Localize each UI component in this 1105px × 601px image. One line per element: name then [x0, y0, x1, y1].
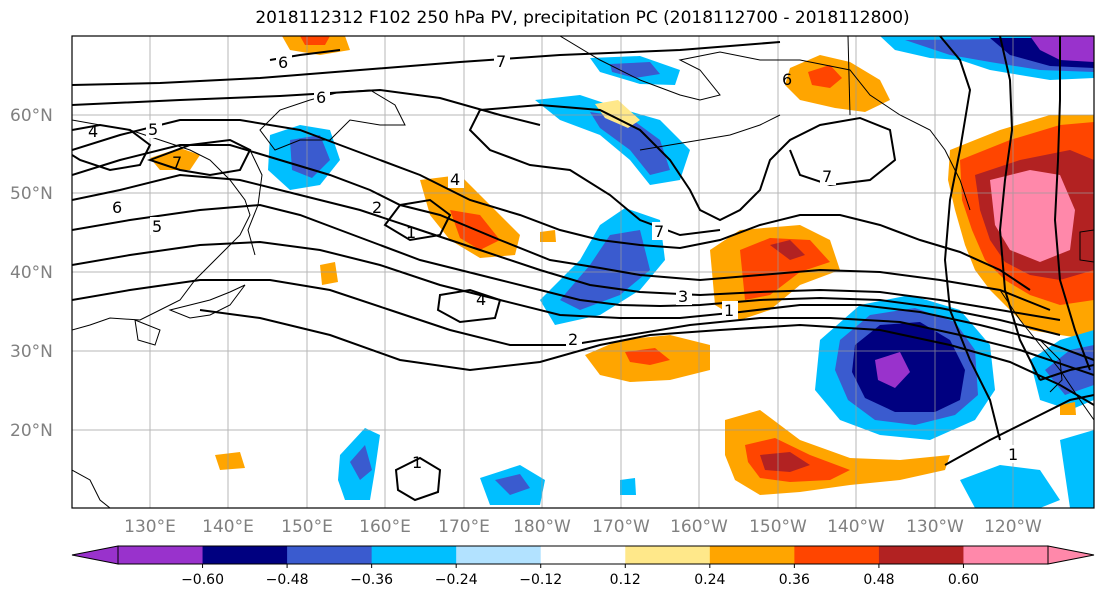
contour-label: 5: [148, 120, 158, 139]
contour-label: 4: [476, 290, 486, 309]
figure-title: 2018112312 F102 250 hPa PV, precipitatio…: [255, 8, 910, 28]
contour-label: 6: [112, 198, 122, 217]
colorbar-segment: [118, 546, 204, 564]
lat-label: 40°N: [10, 263, 53, 283]
contour-label: 1: [724, 301, 734, 320]
colorbar-tick-label: −0.24: [435, 572, 478, 588]
colorbar-extend-low: [71, 545, 119, 565]
colorbar-tick-label: −0.48: [266, 572, 309, 588]
contour-label: 7: [496, 52, 506, 71]
contour-label: 4: [450, 170, 460, 189]
colorbar-tick-label: −0.12: [519, 572, 562, 588]
lon-label: 120°W: [984, 517, 1042, 537]
lon-label: 160°E: [359, 517, 411, 537]
colorbar-segment: [202, 546, 288, 564]
lon-label: 160°W: [670, 517, 728, 537]
colorbar-tick-label: 0.24: [694, 572, 725, 588]
colorbar-segment: [794, 546, 880, 564]
contour-label: 6: [782, 70, 792, 89]
plot-frame: [71, 35, 1095, 509]
colorbar-segment: [287, 546, 373, 564]
contour-label: 2: [372, 198, 382, 217]
lon-label: 170°W: [592, 517, 650, 537]
lon-label: 180°W: [513, 517, 571, 537]
contour-label: 6: [316, 88, 326, 107]
colorbar-segment: [878, 546, 964, 564]
lon-label: 150°E: [281, 517, 333, 537]
colorbar-segment: [625, 546, 711, 564]
lon-label: 170°E: [438, 517, 490, 537]
colorbar-frame: [117, 545, 1049, 565]
lon-label: 130°E: [124, 517, 176, 537]
latitude-labels: 60°N 50°N 40°N 30°N 20°N: [10, 106, 53, 441]
colorbar-tick-label: 0.60: [948, 572, 979, 588]
colorbar-tick-label: 0.12: [610, 572, 641, 588]
pv-contours: [72, 36, 1094, 502]
lat-label: 50°N: [10, 184, 53, 204]
contour-label: 1: [406, 223, 416, 242]
contour-label: 7: [822, 167, 832, 186]
contour-label: 6: [278, 53, 288, 72]
lat-label: 30°N: [10, 342, 53, 362]
contour-label: 5: [152, 217, 162, 236]
colorbar-tick-label: −0.36: [350, 572, 393, 588]
colorbar: −0.60 −0.48 −0.36 −0.24 −0.12 0.12 0.24 0.36 0.4…: [71, 545, 1095, 588]
lat-label: 60°N: [10, 106, 53, 126]
longitude-labels: 130°E 140°E 150°E 160°E 170°E 180°W 170°…: [124, 517, 1042, 537]
colorbar-extend-high: [1047, 545, 1095, 565]
contour-label: 3: [678, 287, 688, 306]
contour-label: 7: [172, 153, 182, 172]
contour-label: 2: [568, 330, 578, 349]
colorbar-segment: [540, 546, 626, 564]
lon-label: 140°W: [827, 517, 885, 537]
contour-label: 4: [88, 122, 98, 141]
contour-label: 1: [1008, 445, 1018, 464]
contour-label: 7: [654, 222, 664, 241]
lon-label: 130°W: [906, 517, 964, 537]
colorbar-segment: [963, 546, 1049, 564]
lon-label: 150°W: [749, 517, 807, 537]
colorbar-segment: [456, 546, 542, 564]
lon-label: 140°E: [202, 517, 254, 537]
contour-labels: 6 7 6 4 5 7 6 5 2 4 1 4 7 3 1 2 7 6 1 1: [88, 52, 1022, 472]
colorbar-tick-label: 0.48: [863, 572, 894, 588]
colorbar-tick-label: −0.60: [181, 572, 224, 588]
contour-label: 1: [412, 453, 422, 472]
colorbar-segment: [371, 546, 457, 564]
colorbar-segment: [709, 546, 795, 564]
lat-label: 20°N: [10, 421, 53, 441]
colorbar-tick-label: 0.36: [779, 572, 810, 588]
